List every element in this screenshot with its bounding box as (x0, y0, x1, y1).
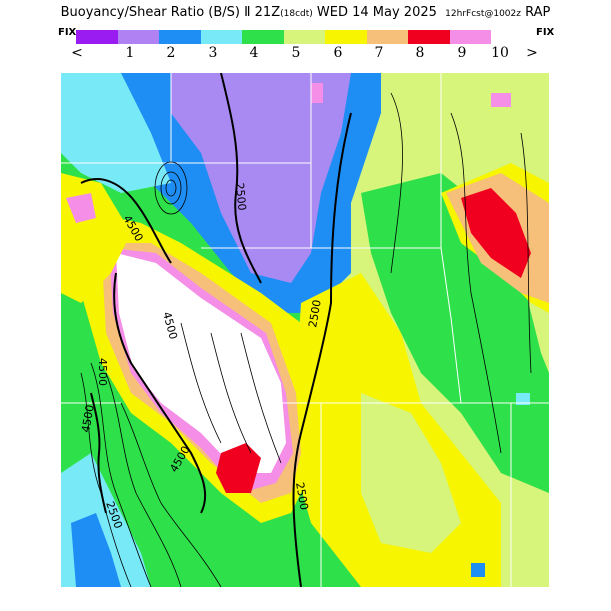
legend-label-1: 1 (125, 45, 135, 61)
contour-line (113, 272, 207, 514)
legend-label-3: 3 (208, 45, 218, 61)
state-boundaries (61, 73, 549, 587)
legend-label-2: 2 (166, 45, 176, 61)
next-arrow-button[interactable]: > (526, 45, 538, 61)
blue-spot-se (471, 563, 485, 577)
legend-swatch-6 (283, 30, 325, 44)
title-fcst-hour: (18cdt) (280, 9, 313, 19)
pink-spot-nw (66, 193, 96, 223)
contour-line (240, 332, 282, 464)
contour-line (90, 392, 107, 514)
legend-label-10: 10 (491, 45, 509, 61)
legend-swatch-10 (449, 30, 491, 44)
contour-line (90, 362, 152, 587)
title-run: 21Z (254, 5, 281, 20)
contour-line (154, 161, 188, 215)
title-fcst: 12hrFcst@1002z (445, 9, 521, 19)
contour-line (390, 92, 403, 274)
contour-line (165, 179, 177, 197)
blue-field-sw (71, 513, 121, 587)
title-run-icon: Ⅱ (244, 5, 255, 20)
pink-spot-north (311, 83, 323, 103)
title-main: Buoyancy/Shear Ratio (B/S) (60, 5, 245, 20)
title-model: RAP (525, 5, 551, 20)
contour-line (105, 372, 182, 587)
contour-line (180, 322, 222, 444)
red-field-ne (461, 188, 531, 278)
legend-labels: < 1 2 3 4 5 6 7 8 9 10 > (62, 45, 552, 63)
legend-swatch-8 (366, 30, 408, 44)
legend-swatch-2 (117, 30, 159, 44)
pink-spot-ne (491, 93, 511, 107)
legend-label-6: 6 (333, 45, 343, 61)
color-legend (76, 30, 491, 44)
purple-field-north (171, 73, 351, 283)
legend-swatch-3 (159, 30, 201, 44)
contour-line (220, 73, 262, 284)
fix-right-button[interactable]: FIX (536, 27, 555, 38)
contour-label: 4500 (96, 358, 109, 386)
legend-swatch-9 (408, 30, 450, 44)
legend-swatch-1 (76, 30, 118, 44)
contour-label: 2500 (293, 481, 311, 511)
prev-arrow-button[interactable]: < (71, 45, 83, 61)
cyan-spot-east (516, 393, 530, 405)
contour-line (292, 112, 352, 587)
red-spot-south (216, 443, 261, 493)
map-panel: 4500 2500 4500 2500 4500 4500 4500 2500 … (61, 73, 549, 587)
lime-field-south (361, 393, 461, 553)
legend-label-4: 4 (249, 45, 259, 61)
contour-label: 2500 (233, 182, 248, 211)
boundary-line (310, 73, 442, 249)
contour-label: 2500 (306, 299, 324, 329)
contour-line (120, 402, 222, 587)
thin-contours (80, 92, 532, 587)
thick-contours (80, 73, 352, 587)
contour-line (450, 112, 502, 454)
legend-label-7: 7 (374, 45, 384, 61)
contour-line (80, 178, 172, 264)
contour-line (160, 171, 182, 205)
legend-label-8: 8 (415, 45, 425, 61)
contour-line (520, 132, 532, 374)
legend-label-5: 5 (291, 45, 301, 61)
title-valid: WED 14 May 2025 (312, 5, 437, 20)
chart-title: Buoyancy/Shear Ratio (B/S) Ⅱ 21Z(18cdt) … (0, 5, 611, 20)
boundary-line (440, 247, 549, 404)
contour-label: 4500 (79, 404, 97, 434)
white-field-west (116, 253, 286, 473)
fix-left-button[interactable]: FIX (58, 27, 77, 38)
contour-line (210, 332, 252, 454)
legend-label-9: 9 (457, 45, 467, 61)
legend-swatch-7 (325, 30, 367, 44)
legend-swatch-5 (242, 30, 284, 44)
legend-swatch-4 (200, 30, 242, 44)
